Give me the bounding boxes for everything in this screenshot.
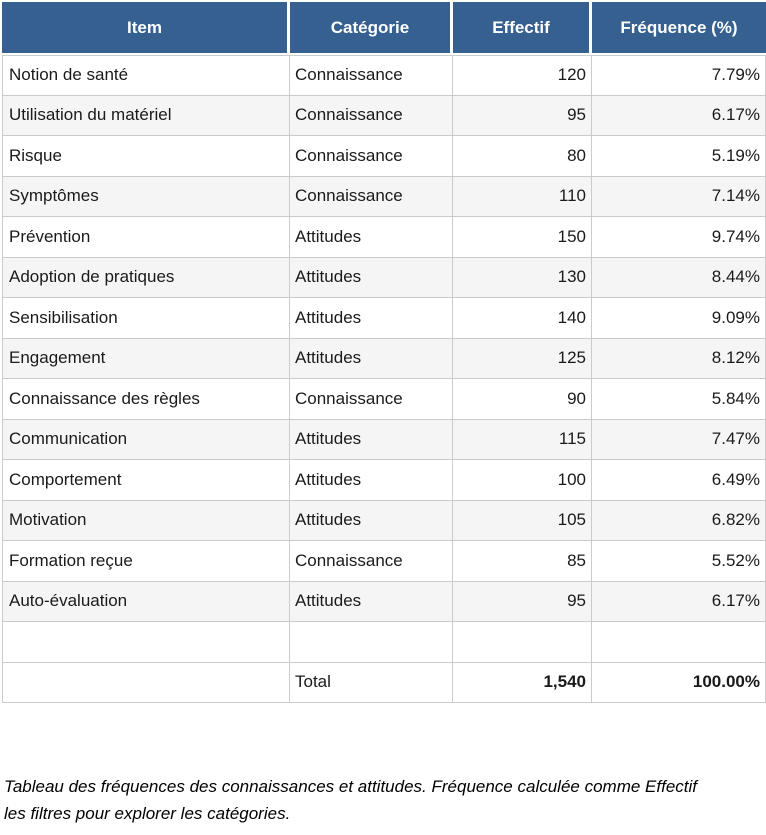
cell-frequence: [592, 622, 766, 663]
table-row: Connaissance des règles Connaissance 90 …: [2, 379, 766, 420]
cell-categorie: [290, 622, 453, 663]
cell-item: Utilisation du matériel: [2, 95, 290, 136]
cell-frequence: 9.74%: [592, 217, 766, 258]
col-header-categorie: Catégorie: [290, 2, 453, 55]
table-caption: Tableau des fréquences des connaissances…: [4, 773, 766, 827]
cell-item: Motivation: [2, 500, 290, 541]
cell-categorie: Connaissance: [290, 55, 453, 96]
col-header-item: Item: [2, 2, 290, 55]
table-row: Engagement Attitudes 125 8.12%: [2, 338, 766, 379]
table-row: Auto-évaluation Attitudes 95 6.17%: [2, 581, 766, 622]
cell-effectif: 90: [453, 379, 592, 420]
table-row: Symptômes Connaissance 110 7.14%: [2, 176, 766, 217]
cell-categorie: Attitudes: [290, 298, 453, 339]
cell-item: Sensibilisation: [2, 298, 290, 339]
cell-frequence: 8.44%: [592, 257, 766, 298]
total-label: Total: [290, 662, 453, 703]
cell-categorie: Attitudes: [290, 500, 453, 541]
cell-item: Auto-évaluation: [2, 581, 290, 622]
cell-frequence: 7.79%: [592, 55, 766, 96]
cell-effectif: 130: [453, 257, 592, 298]
caption-line-2: les filtres pour explorer les catégories…: [4, 804, 291, 823]
cell-frequence: 6.82%: [592, 500, 766, 541]
frequency-table: Item Catégorie Effectif Fréquence (%) No…: [2, 2, 766, 703]
cell-effectif: 140: [453, 298, 592, 339]
caption-line-1: Tableau des fréquences des connaissances…: [4, 777, 697, 796]
table-row: Utilisation du matériel Connaissance 95 …: [2, 95, 766, 136]
cell-frequence: 9.09%: [592, 298, 766, 339]
cell-effectif: 95: [453, 581, 592, 622]
cell-frequence: 6.49%: [592, 460, 766, 501]
cell-effectif: 100: [453, 460, 592, 501]
cell-effectif: 95: [453, 95, 592, 136]
table-row: Comportement Attitudes 100 6.49%: [2, 460, 766, 501]
cell-effectif: 80: [453, 136, 592, 177]
cell-frequence: 5.52%: [592, 541, 766, 582]
cell-categorie: Attitudes: [290, 217, 453, 258]
cell-frequence: 6.17%: [592, 581, 766, 622]
header-row: Item Catégorie Effectif Fréquence (%): [2, 2, 766, 55]
cell-categorie: Connaissance: [290, 541, 453, 582]
table-row: Formation reçue Connaissance 85 5.52%: [2, 541, 766, 582]
cell-effectif: 85: [453, 541, 592, 582]
table-row: Notion de santé Connaissance 120 7.79%: [2, 55, 766, 96]
cell-item: Comportement: [2, 460, 290, 501]
cell-frequence: 7.47%: [592, 419, 766, 460]
table-row: Motivation Attitudes 105 6.82%: [2, 500, 766, 541]
cell-item: Communication: [2, 419, 290, 460]
table-row: Prévention Attitudes 150 9.74%: [2, 217, 766, 258]
cell-effectif: 115: [453, 419, 592, 460]
cell-item: Connaissance des règles: [2, 379, 290, 420]
cell-frequence: 5.19%: [592, 136, 766, 177]
table-row: Risque Connaissance 80 5.19%: [2, 136, 766, 177]
col-header-frequence: Fréquence (%): [592, 2, 766, 55]
table-row: Communication Attitudes 115 7.47%: [2, 419, 766, 460]
cell-categorie: Connaissance: [290, 379, 453, 420]
table-row-empty: [2, 622, 766, 663]
cell-frequence: 5.84%: [592, 379, 766, 420]
cell-categorie: Connaissance: [290, 176, 453, 217]
cell-item: Engagement: [2, 338, 290, 379]
cell-item: Notion de santé: [2, 55, 290, 96]
cell-effectif: 120: [453, 55, 592, 96]
cell-frequence: 7.14%: [592, 176, 766, 217]
cell-categorie: Attitudes: [290, 338, 453, 379]
cell-effectif: [453, 622, 592, 663]
table-row: Adoption de pratiques Attitudes 130 8.44…: [2, 257, 766, 298]
cell-frequence: 6.17%: [592, 95, 766, 136]
table-row-total: Total 1,540 100.00%: [2, 662, 766, 703]
cell-effectif: 110: [453, 176, 592, 217]
cell-item: [2, 622, 290, 663]
table-row: Sensibilisation Attitudes 140 9.09%: [2, 298, 766, 339]
cell-effectif: 150: [453, 217, 592, 258]
total-frequence: 100.00%: [592, 662, 766, 703]
cell-item: [2, 662, 290, 703]
total-effectif: 1,540: [453, 662, 592, 703]
cell-categorie: Attitudes: [290, 581, 453, 622]
cell-effectif: 105: [453, 500, 592, 541]
cell-frequence: 8.12%: [592, 338, 766, 379]
cell-item: Risque: [2, 136, 290, 177]
cell-categorie: Attitudes: [290, 460, 453, 501]
cell-item: Prévention: [2, 217, 290, 258]
col-header-effectif: Effectif: [453, 2, 592, 55]
cell-categorie: Attitudes: [290, 419, 453, 460]
cell-effectif: 125: [453, 338, 592, 379]
cell-item: Adoption de pratiques: [2, 257, 290, 298]
cell-categorie: Attitudes: [290, 257, 453, 298]
cell-item: Formation reçue: [2, 541, 290, 582]
cell-item: Symptômes: [2, 176, 290, 217]
cell-categorie: Connaissance: [290, 136, 453, 177]
cell-categorie: Connaissance: [290, 95, 453, 136]
